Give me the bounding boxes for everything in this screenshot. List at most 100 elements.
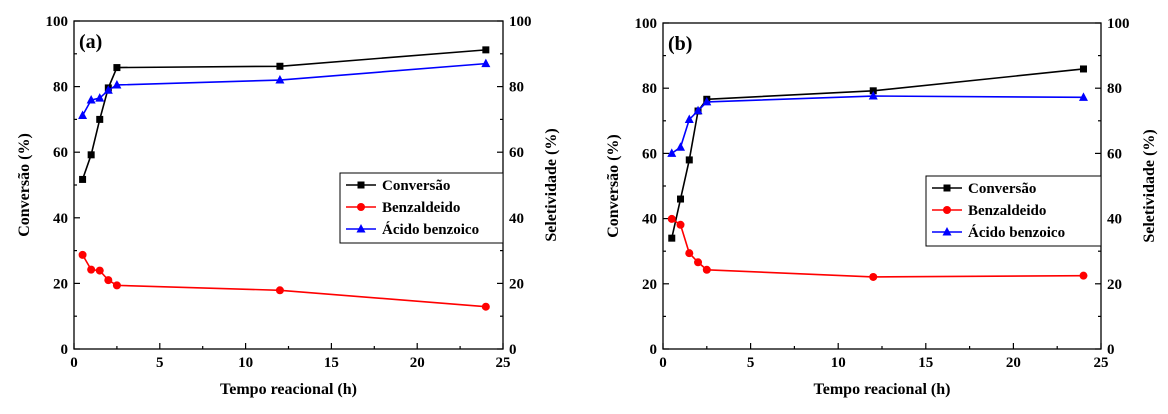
data-point: [702, 265, 711, 274]
y-right-tick-label: 60: [1107, 146, 1122, 162]
x-tick-label: 0: [659, 355, 667, 371]
data-point: [676, 220, 685, 229]
data-point: [112, 79, 122, 89]
data-point: [702, 96, 712, 106]
data-point: [869, 87, 877, 95]
legend-entry: Conversão: [382, 178, 450, 194]
series-3: [78, 58, 491, 119]
data-point: [78, 110, 88, 119]
series-3: [667, 91, 1088, 157]
data-point: [693, 105, 703, 115]
data-point: [1078, 92, 1088, 101]
data-point: [276, 62, 284, 70]
y-left-tick-label: 40: [642, 212, 657, 228]
x-tick-label: 20: [1006, 355, 1021, 371]
x-tick-label: 10: [238, 355, 253, 371]
y-left-tick-label: 0: [61, 342, 69, 358]
x-tick-label: 20: [410, 355, 425, 371]
y-left-tick-label: 80: [53, 80, 68, 96]
legend-entry: Ácido benzoico: [382, 221, 479, 238]
data-point: [87, 151, 95, 159]
data-point: [685, 249, 694, 258]
y-left-tick-label: 20: [53, 276, 68, 292]
y-right-tick-label: 80: [509, 80, 524, 96]
y-left-tick-label: 40: [53, 211, 68, 227]
y-right-tick-label: 0: [1107, 342, 1115, 358]
data-point: [79, 175, 87, 183]
data-point: [685, 156, 693, 164]
y-right-tick-label: 0: [509, 342, 517, 358]
data-point: [103, 85, 113, 94]
y-left-axis-label: Conversão (%): [16, 133, 33, 237]
legend-marker: [942, 227, 952, 236]
series-line: [81, 49, 486, 180]
y-right-tick-label: 80: [1107, 81, 1122, 97]
legend-marker: [357, 181, 365, 189]
legend: Conversão Benzaldeido Ácido benzoico: [339, 172, 504, 244]
legend: Conversão Benzaldeido Ácido benzoico: [925, 175, 1102, 247]
x-tick-label: 15: [324, 355, 339, 371]
y-left-tick-label: 60: [642, 146, 657, 162]
panel-label: (a): [79, 31, 102, 53]
data-point: [869, 272, 878, 281]
data-point: [868, 91, 878, 100]
y-left-tick-label: 100: [46, 14, 69, 30]
y-right-tick-label: 20: [509, 276, 524, 292]
data-point: [275, 75, 285, 84]
legend-entry: Conversão: [968, 181, 1036, 197]
y-left-tick-label: 100: [635, 16, 658, 32]
legend-marker: [357, 203, 365, 211]
series-2: [78, 250, 490, 311]
y-right-axis-label: Seletividade (%): [1141, 129, 1158, 242]
data-point: [668, 234, 676, 242]
x-tick-label: 5: [747, 355, 755, 371]
legend-marker: [356, 224, 366, 233]
y-left-tick-label: 80: [642, 81, 657, 97]
data-point: [112, 281, 121, 290]
legend-entry: Benzaldeido: [382, 200, 460, 216]
data-point: [87, 265, 96, 274]
series-line: [81, 62, 486, 116]
data-point: [78, 250, 87, 259]
data-point: [481, 58, 491, 68]
data-point: [667, 148, 677, 157]
data-point: [104, 276, 113, 285]
data-point: [113, 64, 121, 72]
panel-label: (b): [668, 33, 692, 55]
data-point: [86, 95, 96, 104]
data-point: [482, 46, 490, 54]
data-point: [95, 93, 105, 102]
x-tick-label: 15: [918, 355, 933, 371]
data-point: [1079, 65, 1087, 73]
data-point: [684, 114, 694, 123]
y-right-tick-label: 40: [1107, 212, 1122, 228]
series-line: [81, 254, 486, 308]
x-tick-label: 25: [1094, 355, 1109, 371]
y-right-tick-label: 40: [509, 211, 524, 227]
legend-entry: Benzaldeido: [968, 203, 1046, 219]
y-right-axis-label: Seletividade (%): [543, 128, 560, 241]
y-left-axis-label: Conversão (%): [605, 134, 622, 238]
y-right-tick-label: 20: [1107, 277, 1122, 293]
series-2: [667, 214, 1088, 281]
x-tick-label: 10: [831, 355, 846, 371]
x-axis-label: Tempo reacional (h): [220, 381, 357, 398]
y-right-tick-label: 60: [509, 145, 524, 161]
data-point: [677, 195, 685, 203]
legend-marker: [943, 184, 951, 192]
y-left-tick-label: 60: [53, 145, 68, 161]
x-tick-label: 0: [70, 355, 78, 371]
legend-entry: Ácido benzoico: [968, 224, 1065, 241]
series-line: [671, 95, 1084, 155]
y-left-tick-label: 20: [642, 277, 657, 293]
data-point: [95, 266, 104, 275]
data-point: [481, 302, 490, 311]
series-1: [79, 46, 490, 183]
data-point: [667, 214, 676, 223]
y-right-tick-label: 100: [1107, 16, 1130, 32]
x-tick-label: 25: [496, 355, 511, 371]
